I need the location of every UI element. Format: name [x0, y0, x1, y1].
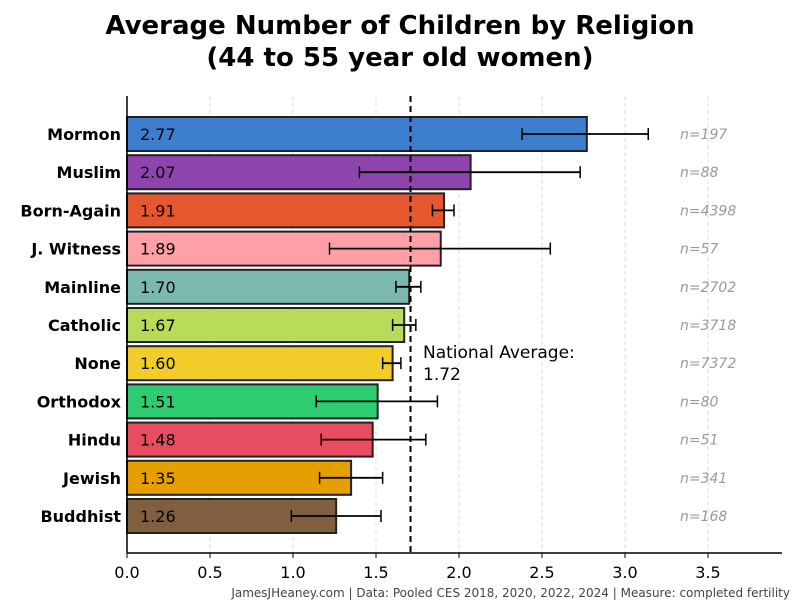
category-label: Muslim	[57, 163, 121, 182]
bar-born-again	[126, 192, 446, 229]
national-average-value: 1.72	[423, 365, 461, 385]
value-label: 1.35	[140, 469, 176, 488]
category-label: Orthodox	[37, 392, 122, 411]
value-label: 1.91	[140, 201, 176, 220]
sample-size-label: n=51	[680, 433, 718, 449]
category-label: None	[74, 354, 121, 373]
x-tick-label: 2.5	[529, 563, 554, 582]
value-label: 1.67	[140, 316, 176, 335]
x-tick-label: 2.0	[446, 563, 471, 582]
bar-jewish	[126, 459, 353, 496]
value-label: 2.07	[140, 163, 176, 182]
chart-title-line2: (44 to 55 year old women)	[206, 43, 593, 73]
category-label: Jewish	[62, 469, 121, 488]
sample-size-label: n=88	[680, 165, 719, 181]
sample-size-label: n=3718	[680, 318, 736, 334]
x-tick-label: 1.0	[280, 563, 305, 582]
sample-size-label: n=341	[680, 471, 727, 487]
category-label: J. Witness	[30, 240, 121, 259]
sample-size-label: n=7372	[680, 356, 736, 372]
sample-size-label: n=57	[680, 242, 719, 258]
category-label: Born-Again	[20, 201, 121, 220]
value-label: 1.60	[140, 354, 176, 373]
value-label: 1.70	[140, 278, 176, 297]
x-tick-label: 0.0	[114, 563, 139, 582]
sample-size-label: n=4398	[680, 203, 736, 219]
value-label: 1.51	[140, 392, 176, 411]
category-label: Hindu	[68, 431, 121, 450]
footnote: JamesJHeaney.com | Data: Pooled CES 2018…	[230, 586, 790, 600]
sample-size-label: n=2702	[680, 280, 736, 296]
bar-mormon	[126, 116, 588, 152]
national-average-label: National Average:	[423, 343, 575, 363]
x-tick-label: 1.5	[363, 563, 388, 582]
sample-size-label: n=80	[680, 394, 719, 410]
value-label: 1.26	[140, 507, 176, 526]
value-label: 2.77	[140, 125, 176, 144]
chart-title-line1: Average Number of Children by Religion	[105, 11, 694, 41]
value-label: 1.48	[140, 431, 176, 450]
x-tick-label: 0.5	[197, 563, 222, 582]
sample-size-label: n=197	[680, 127, 727, 143]
category-label: Mormon	[47, 125, 121, 144]
x-tick-label: 3.5	[695, 563, 720, 582]
category-label: Catholic	[48, 316, 121, 335]
x-tick-label: 3.0	[612, 563, 637, 582]
sample-size-label: n=168	[680, 509, 727, 525]
category-label: Buddhist	[40, 507, 121, 526]
category-label: Mainline	[44, 278, 121, 297]
value-label: 1.89	[140, 240, 176, 259]
